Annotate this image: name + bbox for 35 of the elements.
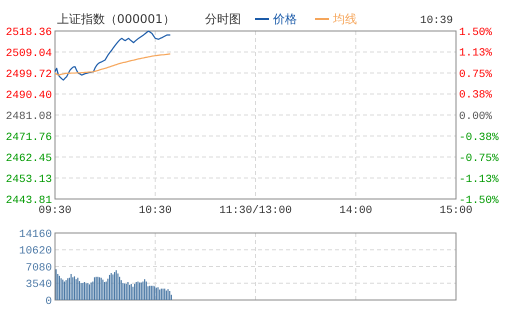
y-tick-label: 14160 — [18, 228, 52, 241]
y2-tick-label: -1.13% — [459, 174, 500, 186]
x-tick-label: 10:30 — [138, 205, 172, 217]
x-tick-label: 11:30/13:00 — [219, 205, 292, 217]
chart-subtitle: 分时图 — [205, 12, 241, 26]
legend-label: 均线 — [332, 12, 357, 26]
y2-tick-label: 1.13% — [459, 48, 492, 60]
y-tick-label: 2471.76 — [6, 132, 52, 144]
y2-tick-label: 0.00% — [459, 110, 492, 123]
y2-tick-label: 0.38% — [459, 90, 492, 102]
line-series — [54, 30, 171, 81]
x-tick-label: 09:30 — [38, 205, 72, 217]
y-tick-label: 2443.81 — [6, 194, 52, 207]
y-tick-label: 7080 — [26, 262, 52, 274]
y-tick-label: 3540 — [26, 279, 52, 292]
y2-tick-label: -1.50% — [459, 194, 500, 207]
y2-tick-label: 1.50% — [459, 26, 492, 39]
text: 10:39 — [420, 15, 453, 27]
y-tick-label: 2481.08 — [6, 110, 52, 123]
line-series — [54, 53, 171, 76]
y2-tick-label: 0.75% — [459, 68, 492, 81]
legend-label: 价格 — [272, 12, 297, 26]
y-tick-label: 2453.13 — [6, 174, 52, 186]
chart-title: 上证指数（000001） — [57, 12, 175, 26]
y-tick-label: 2499.72 — [6, 68, 52, 81]
y-tick-label: 0 — [45, 296, 52, 308]
y-tick-label: 2518.36 — [6, 26, 52, 39]
x-tick-label: 15:00 — [439, 205, 473, 217]
y-tick-label: 2462.45 — [6, 152, 52, 165]
y-tick-label: 2490.40 — [6, 90, 52, 102]
x-tick-label: 14:00 — [339, 205, 372, 217]
y-tick-label: 10620 — [18, 246, 52, 258]
y2-tick-label: -0.38% — [459, 132, 500, 144]
y2-tick-label: -0.75% — [459, 152, 500, 165]
y-tick-label: 2509.04 — [6, 48, 52, 60]
